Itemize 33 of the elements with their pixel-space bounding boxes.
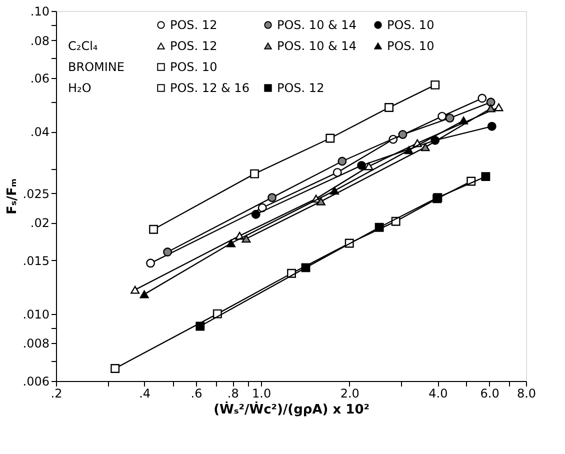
annotation: H₂O <box>68 81 92 95</box>
x-tick-label: 2.0 <box>340 386 360 400</box>
y-tick-label: .025 <box>22 186 50 201</box>
x-axis-title: (Ẇₛ²/Ẇc²)/(gρA) x 10² <box>214 400 370 418</box>
x-tick-label: .2 <box>50 386 62 400</box>
x-tick-label: .8 <box>227 386 239 400</box>
y-axis-title: Fₛ/Fₘ <box>4 178 20 215</box>
legend-label: POS. 12 <box>277 81 324 95</box>
annotation: BROMINE <box>68 60 124 74</box>
legend-label: POS. 10 <box>170 60 218 74</box>
legend-label: POS. 12 <box>170 39 218 53</box>
legend-label: POS. 10 <box>387 39 434 53</box>
y-tick-label: .02 <box>30 216 50 230</box>
legend-label: POS. 10 & 14 <box>277 18 356 32</box>
y-tick-label: .08 <box>30 34 50 48</box>
y-tick-label: .006 <box>22 374 50 388</box>
y-tick-label: .015 <box>22 254 50 268</box>
legend-label: POS. 12 <box>170 18 218 32</box>
y-tick-label: .06 <box>30 72 50 86</box>
legend-label: POS. 10 & 14 <box>277 39 356 53</box>
x-tick-label: .6 <box>190 386 202 400</box>
legend-label: POS. 10 <box>387 18 434 32</box>
x-tick-label: 8.0 <box>516 386 536 400</box>
x-tick-label: .4 <box>139 386 151 400</box>
y-tick-label: .010 <box>22 307 50 322</box>
y-tick-label: .008 <box>22 336 50 351</box>
annotation: C₂Cl₄ <box>68 39 98 53</box>
legend-label: POS. 12 & 16 <box>170 81 250 95</box>
y-tick-label: .10 <box>30 4 50 18</box>
y-tick-label: .04 <box>30 125 50 140</box>
x-tick-label: 4.0 <box>428 386 448 400</box>
x-tick-label: 1.0 <box>252 386 272 400</box>
x-tick-label: 6.0 <box>480 386 500 400</box>
